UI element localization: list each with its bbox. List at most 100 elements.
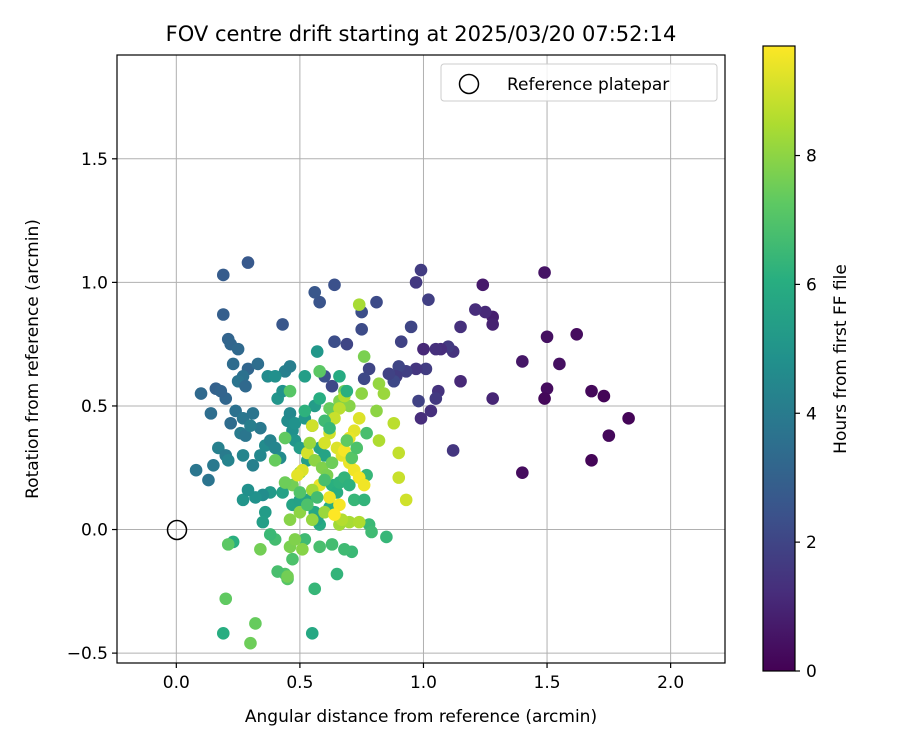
data-point xyxy=(236,493,250,507)
data-point xyxy=(194,387,208,400)
data-point xyxy=(204,407,218,420)
data-point xyxy=(352,298,366,311)
data-point xyxy=(486,318,499,331)
data-point xyxy=(328,508,341,522)
data-point xyxy=(258,505,272,519)
data-point xyxy=(313,392,326,405)
data-point xyxy=(313,540,326,554)
x-tick-label: 0.0 xyxy=(163,673,190,693)
data-point xyxy=(244,636,257,650)
data-point xyxy=(570,327,584,341)
x-tick-label: 2.0 xyxy=(657,673,684,693)
data-point xyxy=(216,268,230,282)
grid-lines xyxy=(117,55,725,663)
data-point xyxy=(333,402,346,415)
data-point xyxy=(330,567,344,581)
x-axis-ticks: 0.0 0.5 1.0 1.5 2.0 xyxy=(163,663,684,693)
data-point xyxy=(323,491,336,504)
data-point xyxy=(333,370,346,383)
data-point xyxy=(486,392,499,405)
colorbar-tick-label: 8 xyxy=(806,147,817,167)
y-axis-ticks: −0.5 0.0 0.5 1.0 1.5 xyxy=(67,150,117,664)
y-tick-label: 1.5 xyxy=(81,150,108,170)
data-point xyxy=(308,285,322,299)
x-axis-label: Angular distance from reference (arcmin) xyxy=(245,707,597,727)
data-point xyxy=(231,342,245,356)
data-point xyxy=(357,493,371,507)
data-point xyxy=(352,412,366,425)
data-point xyxy=(370,295,383,309)
data-point xyxy=(283,407,297,420)
data-point xyxy=(221,538,235,551)
data-point xyxy=(254,543,267,556)
data-point xyxy=(251,357,265,371)
data-point xyxy=(538,266,551,279)
data-point xyxy=(338,543,351,556)
data-point xyxy=(597,389,611,403)
data-point xyxy=(355,387,368,400)
data-point xyxy=(414,263,428,277)
data-point xyxy=(352,515,366,529)
data-point xyxy=(288,533,302,546)
data-point xyxy=(424,404,438,418)
x-tick-label: 0.5 xyxy=(286,673,313,693)
data-point xyxy=(323,402,336,415)
data-point xyxy=(469,303,482,316)
data-point xyxy=(226,357,240,371)
data-point xyxy=(239,379,252,393)
data-point xyxy=(387,416,401,430)
x-tick-label: 1.5 xyxy=(534,673,561,693)
data-point xyxy=(382,367,396,381)
data-point xyxy=(328,412,341,425)
data-point xyxy=(429,342,443,356)
data-point xyxy=(328,278,341,292)
data-point xyxy=(207,458,220,472)
data-point xyxy=(318,473,331,487)
data-point xyxy=(263,528,277,541)
data-point xyxy=(278,476,292,489)
data-point xyxy=(288,416,302,430)
data-point xyxy=(298,404,312,418)
data-point xyxy=(372,434,386,447)
colorbar: 0 2 4 6 8 Hours from first FF file xyxy=(762,45,851,682)
data-point xyxy=(417,342,430,356)
data-point xyxy=(276,318,289,331)
data-point xyxy=(293,486,307,499)
data-point xyxy=(256,515,270,529)
data-point xyxy=(357,372,371,386)
y-tick-label: 0.5 xyxy=(81,397,108,417)
data-point xyxy=(412,394,425,408)
data-point xyxy=(585,384,598,398)
data-point xyxy=(298,370,312,383)
data-point xyxy=(350,441,364,455)
colorbar-tick-label: 2 xyxy=(806,533,817,553)
data-point xyxy=(392,360,406,373)
data-point xyxy=(347,493,361,507)
data-point xyxy=(276,486,289,499)
data-point xyxy=(357,350,371,363)
legend-label: Reference platepar xyxy=(507,75,669,95)
colorbar-tick-label: 6 xyxy=(806,275,817,295)
data-point xyxy=(540,382,554,395)
data-point xyxy=(343,478,356,492)
data-point xyxy=(585,454,598,467)
data-point xyxy=(286,552,299,566)
data-point xyxy=(241,483,255,497)
data-point xyxy=(271,565,284,578)
data-point xyxy=(365,525,378,539)
data-point xyxy=(224,416,237,430)
data-point xyxy=(446,444,460,457)
data-point xyxy=(478,305,492,319)
data-point xyxy=(377,387,391,400)
data-point xyxy=(409,276,423,289)
data-point xyxy=(246,407,260,420)
data-point xyxy=(214,384,228,398)
y-tick-label: 0.0 xyxy=(81,521,108,541)
data-point xyxy=(310,491,324,504)
data-point xyxy=(602,429,616,442)
data-point xyxy=(254,449,267,462)
data-point xyxy=(345,451,359,465)
data-point xyxy=(409,362,423,376)
data-point xyxy=(394,335,408,348)
data-point xyxy=(305,419,319,433)
